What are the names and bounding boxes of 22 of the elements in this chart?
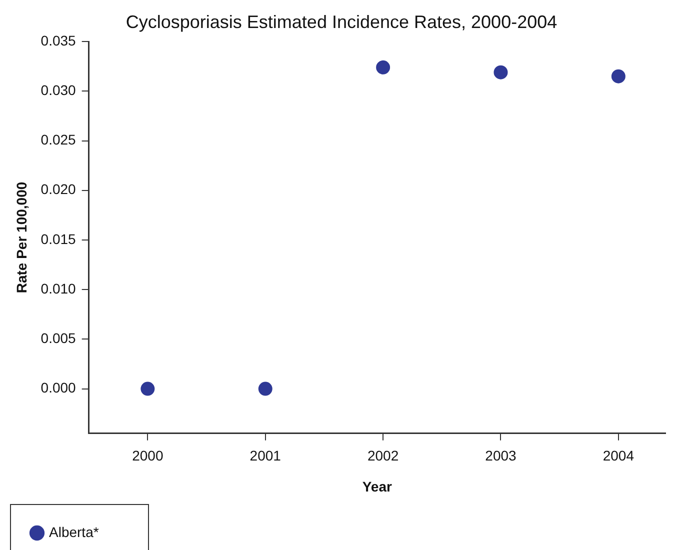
- y-tick-label: 0.000: [40, 380, 76, 396]
- y-tick-label: 0.010: [40, 280, 76, 296]
- point: [611, 69, 626, 84]
- point: [140, 382, 155, 396]
- y-tick-label: 0.005: [40, 330, 76, 346]
- x-axis-title: Year: [362, 478, 393, 494]
- y-tick-label: 0.030: [40, 82, 76, 98]
- x-tick-label: 2003: [485, 448, 517, 464]
- y-tick-label: 0.020: [40, 181, 76, 198]
- x-tick-label: 2001: [250, 448, 282, 464]
- point: [258, 382, 272, 396]
- legend-label: Alberta*: [49, 524, 100, 540]
- y-tick-label: 0.025: [40, 132, 76, 148]
- y-axis-title: Rate Per 100,000: [13, 182, 30, 294]
- chart-title: Cyclosporiasis Estimated Incidence Rates, 2000-2004: [126, 12, 558, 32]
- point: [376, 60, 390, 74]
- y-tick-label: 0.035: [40, 32, 76, 48]
- x-tick-label: 2000: [132, 448, 164, 464]
- x-tick-label: 2002: [367, 448, 399, 464]
- y-tick-label: 0.015: [40, 230, 76, 247]
- point: [494, 65, 508, 80]
- x-tick-label: 2004: [602, 448, 634, 464]
